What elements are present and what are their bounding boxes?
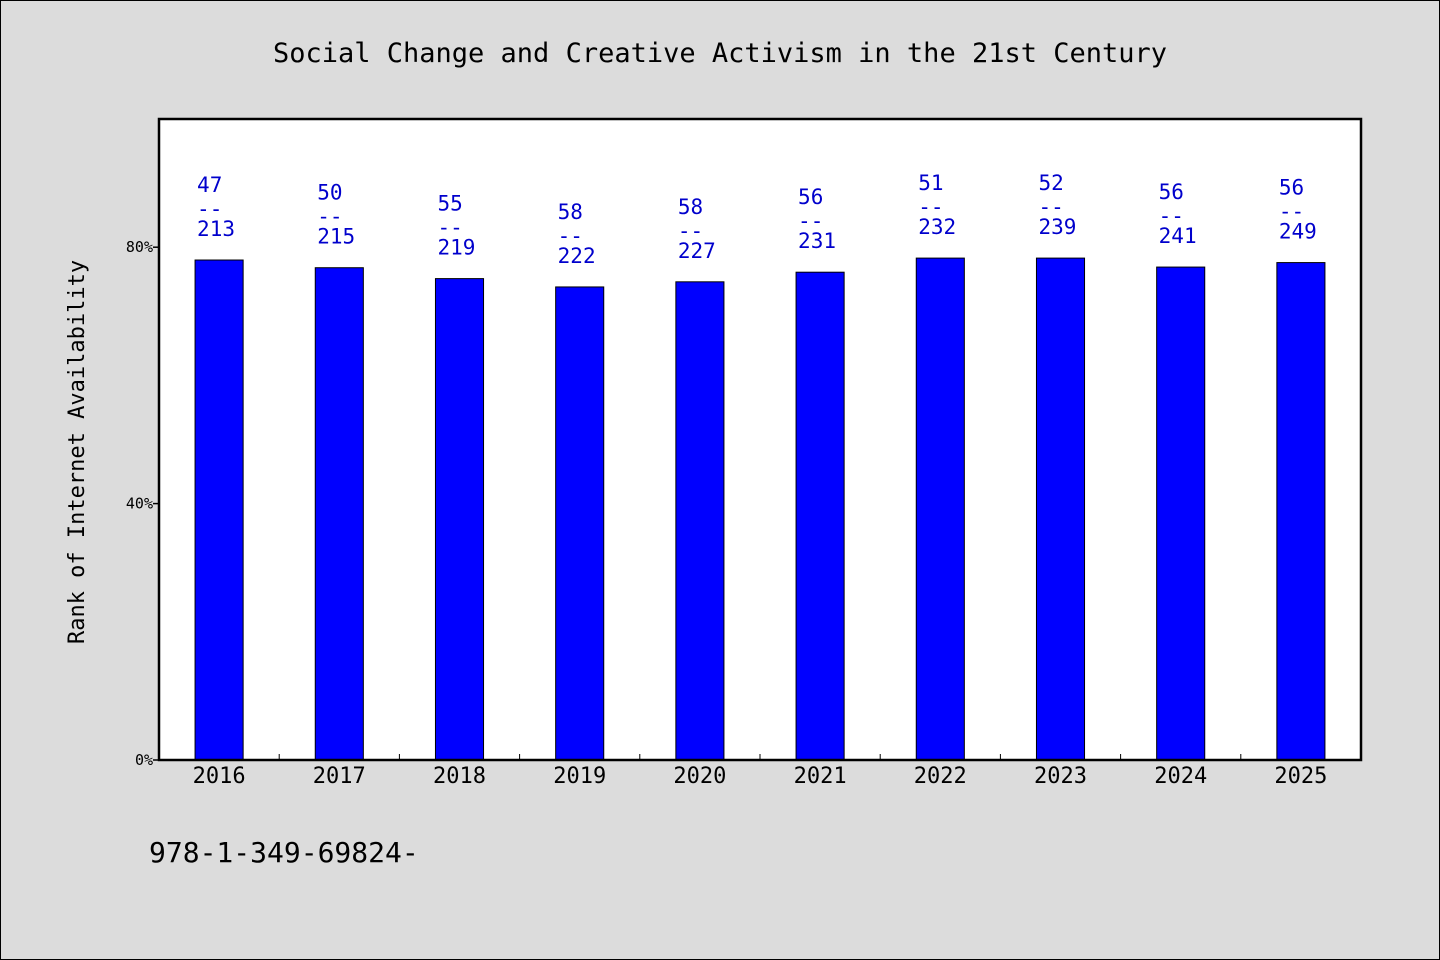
data-label-bottom: 239 <box>1038 215 1076 239</box>
data-label-top: 50 <box>317 181 342 205</box>
bar-2021 <box>795 271 845 761</box>
bar-2025 <box>1276 262 1326 761</box>
data-label-top: 47 <box>197 173 222 197</box>
data-label-bottom: 249 <box>1279 220 1317 244</box>
data-label-bottom: 227 <box>678 239 716 263</box>
x-tick-label: 2017 <box>313 764 366 789</box>
x-tick-label: 2025 <box>1274 764 1327 789</box>
bar-2017 <box>314 267 364 761</box>
x-tick-label: 2021 <box>794 764 847 789</box>
bars <box>194 257 1326 761</box>
data-label-separator: -- <box>1038 195 1063 219</box>
footer-text: 978-1-349-69824- <box>149 836 419 869</box>
bar-2022 <box>915 257 965 761</box>
data-label-bottom: 232 <box>918 215 956 239</box>
data-label-bottom: 231 <box>798 229 836 253</box>
x-tick-label: 2020 <box>673 764 726 789</box>
data-label-top: 55 <box>437 192 462 216</box>
data-label-separator: -- <box>558 224 583 248</box>
data-label-top: 58 <box>558 200 583 224</box>
data-label-top: 56 <box>798 185 823 209</box>
data-label-bottom: 222 <box>558 244 596 268</box>
y-axis-label: Rank of Internet Availability <box>65 260 90 644</box>
bar-2020 <box>675 281 725 761</box>
bar-2024 <box>1156 266 1206 761</box>
data-label-bottom: 213 <box>197 217 235 241</box>
y-tick-label: 40% <box>126 495 153 513</box>
x-tick-label: 2024 <box>1154 764 1207 789</box>
x-tick-label: 2023 <box>1034 764 1087 789</box>
plot-frame <box>157 117 1363 762</box>
data-label-bottom: 215 <box>317 225 355 249</box>
data-label-separator: -- <box>1279 200 1304 224</box>
x-tick-label: 2016 <box>193 764 246 789</box>
data-label-separator: -- <box>678 219 703 243</box>
bar-2018 <box>434 278 485 761</box>
y-axis-ticks: 0% 40% 80% <box>126 238 159 769</box>
data-label-separator: -- <box>798 209 823 233</box>
data-label-bottom: 219 <box>437 236 475 260</box>
bar-2016 <box>194 259 244 761</box>
x-tick-label: 2019 <box>553 764 606 789</box>
data-label-separator: -- <box>197 197 222 221</box>
y-tick-label: 0% <box>135 751 153 769</box>
x-tick-label: 2022 <box>914 764 967 789</box>
bar-2023 <box>1035 257 1086 761</box>
x-tick-label: 2018 <box>433 764 486 789</box>
data-label-separator: -- <box>918 195 943 219</box>
data-label-top: 58 <box>678 195 703 219</box>
data-label-top: 56 <box>1159 180 1184 204</box>
x-axis-ticks: 2016 2017 2018 2019 2020 2021 2022 2023 2024 2025 <box>193 754 1327 789</box>
data-label-top: 56 <box>1279 176 1304 200</box>
data-label-top: 51 <box>918 171 943 195</box>
data-label-separator: -- <box>1159 204 1184 228</box>
data-label-separator: -- <box>317 205 342 229</box>
bar-2019 <box>555 286 605 761</box>
data-label-top: 52 <box>1038 171 1063 195</box>
data-label-bottom: 241 <box>1159 224 1197 248</box>
data-labels: 47--21350--21555--21958--22258--22756--2… <box>197 171 1317 268</box>
chart-title: Social Change and Creative Activism in t… <box>273 38 1167 69</box>
y-tick-label: 80% <box>126 238 153 256</box>
data-label-separator: -- <box>437 216 462 240</box>
